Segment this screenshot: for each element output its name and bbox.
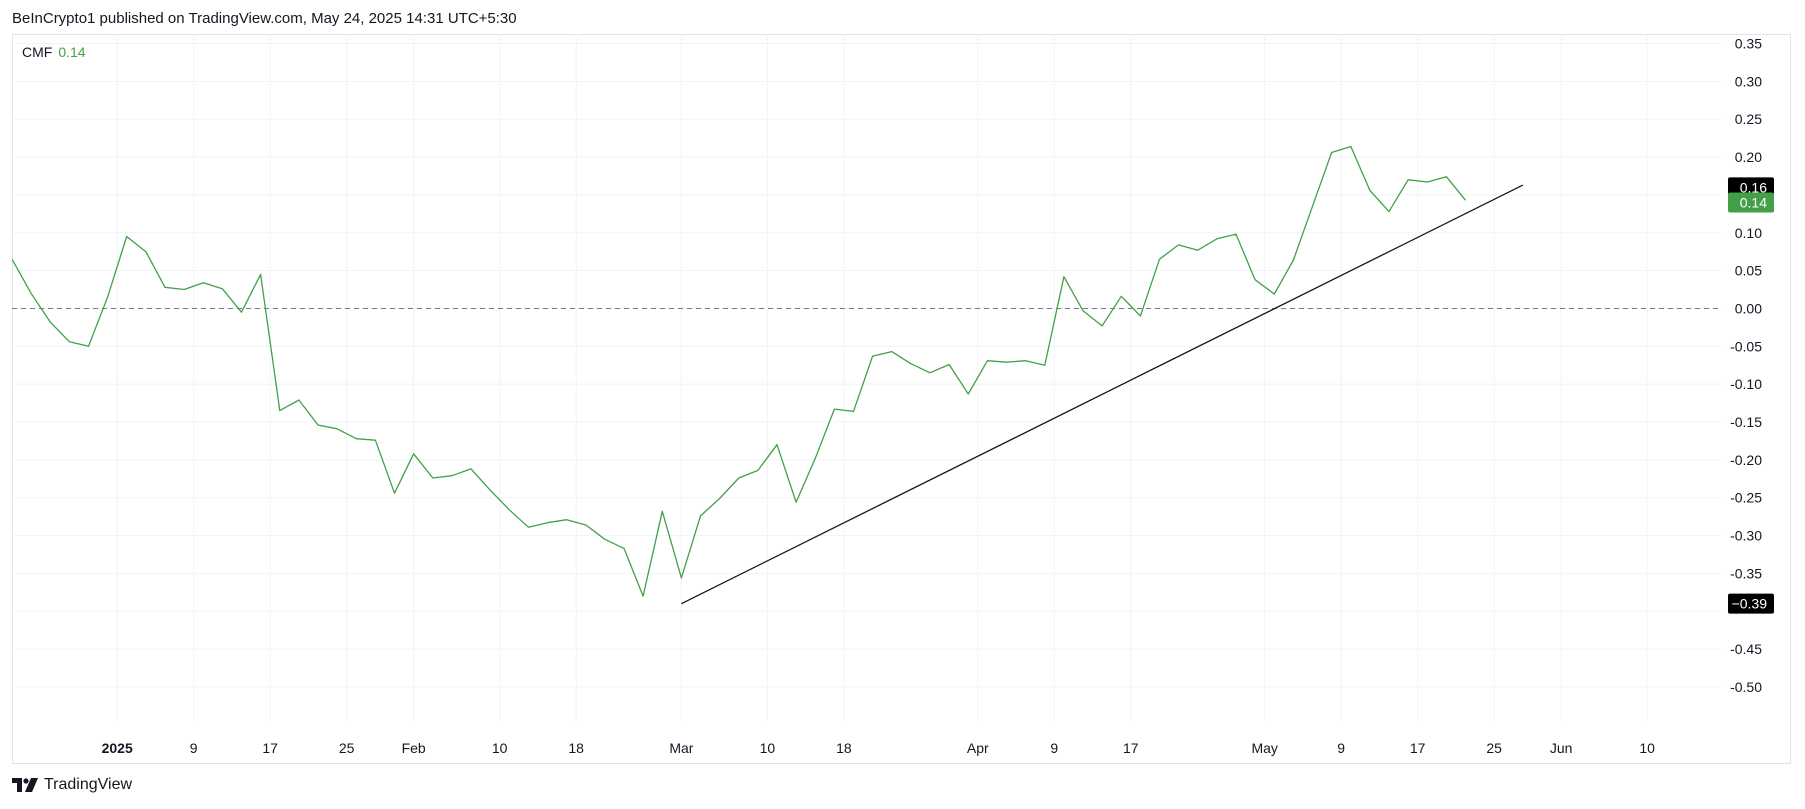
y-tick-label: -0.35: [1730, 565, 1762, 581]
grid-lines: [12, 34, 1722, 722]
y-tick-label: -0.05: [1730, 338, 1762, 354]
price-label-badge: [1728, 593, 1774, 614]
x-tick-label: Jun: [1550, 740, 1573, 756]
tradingview-logo-icon: [12, 778, 38, 792]
publication-header: BeInCrypto1 published on TradingView.com…: [12, 10, 517, 27]
price-label-text: 0.14: [1740, 194, 1767, 210]
y-tick-label: 0.05: [1735, 263, 1762, 279]
y-axis[interactable]: 0.350.300.250.200.150.100.050.00-0.05-0.…: [1730, 36, 1762, 695]
x-tick-label: 17: [262, 740, 278, 756]
x-tick-label: Feb: [402, 740, 426, 756]
x-tick-label: Mar: [669, 740, 693, 756]
cmf-series-line: [12, 145, 1467, 597]
y-tick-label: -0.25: [1730, 490, 1762, 506]
x-tick-label: 10: [1639, 740, 1655, 756]
brand-name: TradingView: [44, 776, 133, 793]
price-label-badge: [1728, 192, 1774, 213]
x-tick-label: 9: [190, 740, 198, 756]
y-tick-label: -0.30: [1730, 528, 1762, 544]
x-tick-label: 25: [1486, 740, 1502, 756]
y-tick-label: 0.20: [1735, 149, 1762, 165]
x-tick-label: 9: [1050, 740, 1058, 756]
x-tick-label: 17: [1410, 740, 1426, 756]
x-tick-label: 18: [836, 740, 852, 756]
y-tick-label: 0.00: [1735, 300, 1762, 316]
y-tick-label: 0.10: [1735, 225, 1762, 241]
x-axis[interactable]: 2025 9 17 25 Feb 10 18 Mar 10 18 Apr 9 17 May 9 17 25 Jun…: [102, 740, 1656, 756]
y-tick-label: 0.25: [1735, 111, 1762, 127]
tradingview-footer[interactable]: TradingView: [12, 776, 132, 794]
y-tick-label: 0.30: [1735, 73, 1762, 89]
x-tick-label: 9: [1337, 740, 1345, 756]
x-tick-label: 18: [568, 740, 584, 756]
price-label-text: 0.16: [1740, 179, 1767, 195]
y-tick-label: -0.50: [1730, 679, 1762, 695]
y-tick-label: 0.35: [1735, 36, 1762, 52]
x-tick-label: 25: [339, 740, 355, 756]
x-tick-label: Apr: [967, 740, 989, 756]
cmf-chart[interactable]: 0.350.300.250.200.150.100.050.00-0.05-0.…: [12, 34, 1791, 764]
x-tick-label: 2025: [102, 740, 133, 756]
x-tick-label: 10: [760, 740, 776, 756]
y-tick-label: -0.45: [1730, 641, 1762, 657]
price-label-badge: [1728, 177, 1774, 198]
y-tick-label: -0.10: [1730, 376, 1762, 392]
price-labels: 0.160.14 −0.39: [1728, 177, 1774, 614]
y-tick-label: -0.20: [1730, 452, 1762, 468]
indicator-value: 0.14: [58, 44, 86, 60]
indicator-legend[interactable]: CMF 0.14: [22, 44, 86, 60]
x-tick-label: 17: [1123, 740, 1139, 756]
y-tick-label: -0.15: [1730, 414, 1762, 430]
trendline[interactable]: [681, 184, 1524, 605]
price-label-text: −0.39: [1732, 596, 1768, 612]
indicator-name: CMF: [22, 44, 53, 60]
x-tick-label: 10: [492, 740, 508, 756]
x-tick-label: May: [1251, 740, 1277, 756]
